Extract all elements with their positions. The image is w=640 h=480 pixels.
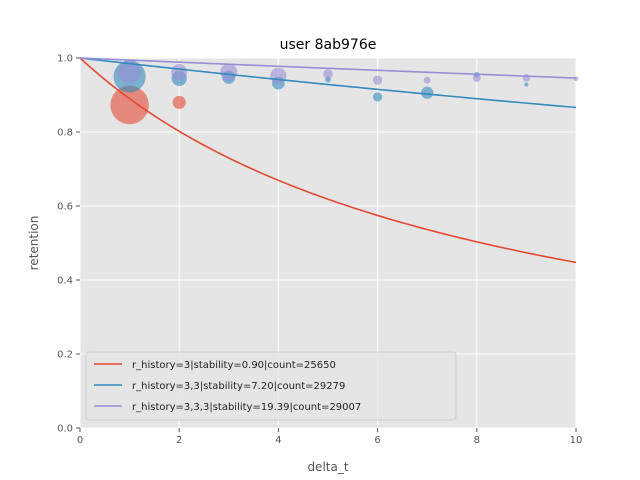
series-2-point — [118, 60, 141, 84]
x-tick-label: 10 — [570, 435, 583, 446]
series-2-point — [220, 63, 238, 81]
x-tick-label: 0 — [77, 435, 83, 446]
y-tick-label: 0.8 — [57, 128, 73, 139]
series-2-curve — [79, 57, 577, 79]
x-tick-label: 8 — [474, 435, 480, 446]
legend-label-2: r_history=3,3,3|stability=19.39|count=29… — [132, 402, 361, 413]
x-tick-label: 4 — [275, 435, 281, 446]
series-2-point — [423, 76, 431, 84]
y-tick-label: 0.4 — [57, 276, 73, 287]
series-2-point — [270, 67, 287, 84]
y-axis-label: retention — [27, 216, 41, 271]
x-axis-ticks: 0 2 4 6 8 10 — [77, 428, 583, 446]
y-tick-label: 0.6 — [57, 202, 73, 213]
series-1-point — [524, 82, 529, 87]
series-0-curve — [79, 57, 577, 264]
y-tick-label: 0.0 — [57, 424, 73, 435]
x-tick-label: 6 — [374, 435, 380, 446]
x-axis-label: delta_t — [307, 460, 348, 474]
y-tick-label: 0.2 — [57, 350, 73, 361]
legend-label-0: r_history=3|stability=0.90|count=25650 — [132, 360, 336, 371]
scatter-points — [110, 60, 579, 125]
series-2-point — [171, 64, 188, 81]
series-2-point — [472, 74, 481, 82]
legend: r_history=3|stability=0.90|count=25650 r_… — [85, 351, 457, 421]
series-0-point — [110, 85, 149, 125]
legend-box — [85, 351, 457, 421]
y-tick-label: 1.0 — [57, 54, 73, 65]
y-axis-ticks: 0.0 0.2 0.4 0.6 0.8 1.0 — [57, 54, 80, 435]
series-2-point — [372, 75, 383, 85]
series-2-point — [323, 69, 333, 79]
fitted-curves — [79, 57, 577, 264]
chart-title: user 8ab976e — [280, 37, 377, 53]
series-1-curve — [79, 57, 577, 109]
x-tick-label: 2 — [176, 435, 182, 446]
legend-label-1: r_history=3,3|stability=7.20|count=29279 — [132, 381, 345, 392]
series-0-point — [172, 95, 186, 109]
series-1-point — [372, 92, 383, 102]
series-1-point — [421, 86, 434, 99]
